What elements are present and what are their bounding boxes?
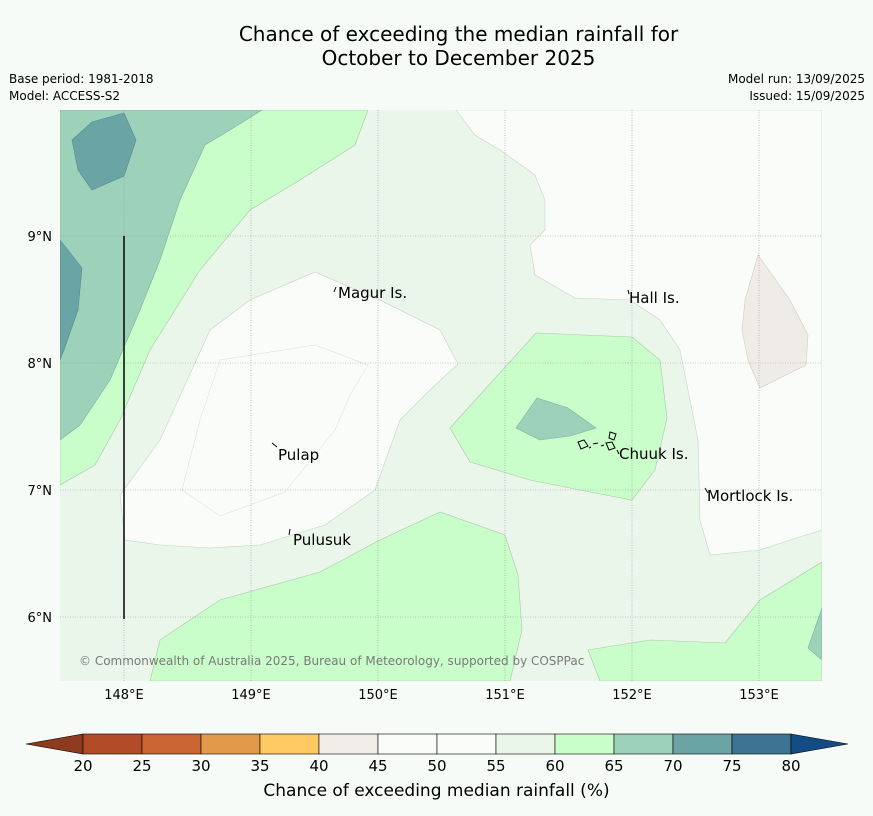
place-label-hall: Hall Is.	[629, 289, 680, 307]
colorbar-bin-65-70	[613, 733, 674, 755]
colorbar-bin-40-45	[318, 733, 379, 755]
contour-70-75-nw	[71, 112, 137, 191]
lat-tick-7: 7°N	[28, 484, 53, 499]
colorbar-tick-60: 60	[545, 757, 564, 775]
colorbar-bin-25-30	[141, 733, 202, 755]
mortlock-island-shape	[704, 487, 709, 494]
colorbar-bin-45-50	[377, 733, 438, 755]
lon-tick-148: 148°E	[104, 688, 144, 703]
colorbar-tick-80: 80	[781, 757, 800, 775]
rainfall-map: Magur Is. Hall Is. Pulap Chuuk Is. Mortl…	[28, 110, 822, 703]
map-contours	[60, 110, 822, 681]
issued-date: Issued: 15/09/2025	[749, 89, 865, 103]
place-label-magur: Magur Is.	[338, 284, 407, 302]
colorbar-tick-75: 75	[722, 757, 741, 775]
colorbar-tick-65: 65	[604, 757, 623, 775]
colorbar-tick-labels: 20 25 30 35 40 45 50 55 60 65 70 75 80	[73, 757, 800, 775]
contour-65-70-central	[515, 397, 597, 441]
model-run: Model run: 13/09/2025	[727, 72, 865, 86]
map-title-line2: October to December 2025	[321, 46, 596, 70]
colorbar-bin-60-65	[554, 733, 615, 755]
colorbar-tick-70: 70	[663, 757, 682, 775]
colorbar-tick-35: 35	[250, 757, 269, 775]
copyright-notice: © Commonwealth of Australia 2025, Bureau…	[79, 654, 584, 668]
colorbar-tick-30: 30	[191, 757, 210, 775]
place-label-chuuk: Chuuk Is.	[619, 445, 688, 463]
colorbar-bin-20-25	[82, 733, 143, 755]
place-label-pulap: Pulap	[278, 446, 319, 464]
island-outlines	[271, 286, 709, 536]
lon-tick-149: 149°E	[231, 688, 271, 703]
colorbar-tick-45: 45	[368, 757, 387, 775]
lon-tick-153: 153°E	[739, 688, 779, 703]
contour-65-70-se	[807, 607, 822, 661]
lon-tick-150: 150°E	[358, 688, 398, 703]
lat-tick-6: 6°N	[28, 611, 53, 626]
colorbar-tick-20: 20	[73, 757, 92, 775]
colorbar-bin-50-55	[436, 733, 497, 755]
colorbar: 20 25 30 35 40 45 50 55 60 65 70 75 80	[25, 733, 849, 775]
place-label-pulusuk: Pulusuk	[293, 531, 351, 549]
pulap-island-shape	[271, 442, 278, 448]
contour-40-45-east	[741, 254, 809, 389]
colorbar-bin-75-80	[731, 733, 792, 755]
contour-50-55-east	[455, 110, 822, 556]
colorbar-tick-55: 55	[486, 757, 505, 775]
map-title-line1: Chance of exceeding the median rainfall …	[238, 22, 679, 46]
colorbar-bin-55-60	[495, 733, 556, 755]
contour-65-70-west	[60, 110, 263, 441]
colorbar-bin-30-35	[200, 733, 261, 755]
contour-70-75-w	[60, 239, 83, 361]
base-period: Base period: 1981-2018	[9, 72, 154, 86]
colorbar-tick-50: 50	[427, 757, 446, 775]
lat-tick-9: 9°N	[28, 230, 53, 245]
contour-45-50-west	[181, 344, 369, 517]
lon-tick-151: 151°E	[485, 688, 525, 703]
chuuk-lagoon-islands	[577, 431, 620, 455]
contour-60-65-se	[587, 561, 822, 681]
colorbar-title: Chance of exceeding median rainfall (%)	[263, 781, 610, 801]
place-label-mortlock: Mortlock Is.	[707, 487, 793, 505]
contour-60-65-south	[149, 511, 523, 681]
colorbar-low-extend	[25, 733, 84, 755]
gridlines	[60, 110, 822, 681]
colorbar-high-extend	[790, 733, 849, 755]
model-name: Model: ACCESS-S2	[9, 89, 121, 103]
lon-tick-152: 152°E	[612, 688, 652, 703]
magur-island-shape	[333, 286, 337, 293]
pulusuk-island-shape	[288, 528, 291, 536]
colorbar-bin-70-75	[672, 733, 733, 755]
colorbar-tick-40: 40	[309, 757, 328, 775]
lat-tick-8: 8°N	[28, 357, 53, 372]
colorbar-bins	[82, 733, 792, 755]
hall-island-shape	[627, 289, 630, 295]
colorbar-tick-25: 25	[132, 757, 151, 775]
colorbar-bin-35-40	[259, 733, 320, 755]
